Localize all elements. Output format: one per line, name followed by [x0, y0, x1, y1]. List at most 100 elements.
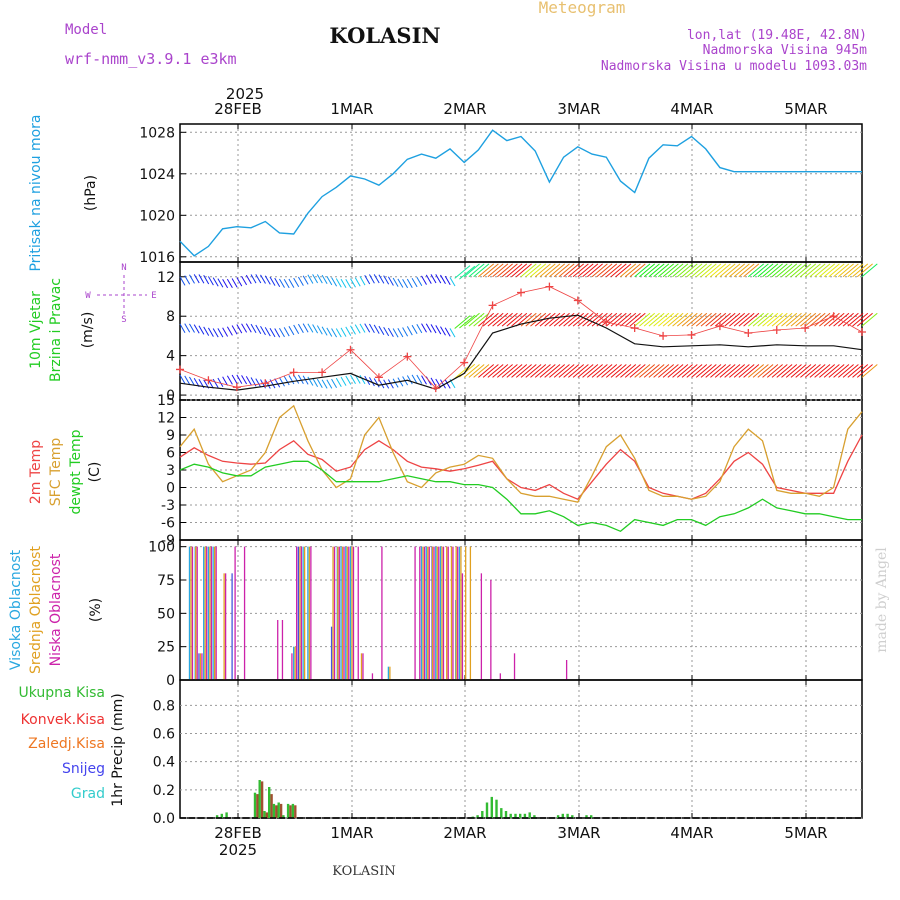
wind-barb [302, 275, 309, 285]
precip-total-bar [519, 813, 522, 818]
wind-barb [525, 263, 542, 278]
wind-barb [184, 375, 191, 385]
top-date-labels: 28FEB 1MAR 2MAR 3MAR 4MAR 5MAR [214, 100, 827, 118]
wind-barb [198, 325, 205, 335]
wind-barb [591, 263, 608, 278]
wind-barb [459, 314, 476, 329]
wind-barb [264, 275, 271, 285]
wind-barb [331, 378, 338, 389]
wind-barb [335, 328, 342, 338]
wind-barb [468, 263, 485, 278]
wind-barb [520, 263, 537, 278]
wind-barb [444, 275, 451, 286]
wind-barb [217, 377, 224, 387]
wind-barb [667, 312, 684, 327]
wind-barb [463, 263, 480, 278]
pressure-unit: (hPa) [83, 175, 99, 211]
wind-barb [714, 364, 731, 378]
wind-gust-markers [176, 282, 866, 393]
wind-barb [842, 312, 859, 327]
wind-barb [478, 312, 495, 327]
wind-barb [596, 263, 613, 278]
wind-barb [449, 328, 456, 338]
wind-barb [648, 312, 665, 327]
wind-barb [549, 263, 566, 278]
top-date-4MAR: 4MAR [670, 100, 713, 118]
wind-barb [710, 312, 727, 327]
wind-barb [279, 377, 285, 387]
wind-barb [833, 312, 850, 327]
wind-barb [833, 263, 850, 278]
watermark: made by Angel [874, 547, 890, 653]
wind-speed-line [179, 314, 863, 391]
wind-barb [748, 364, 765, 378]
wind-barb [724, 312, 741, 327]
cloud-ylabel-mid: Srednja Oblacnost [28, 546, 44, 674]
wind-barb [766, 263, 783, 278]
wind-barb [539, 263, 556, 278]
wind-barb [544, 364, 561, 378]
wind-barb [847, 312, 864, 327]
wind-barb [189, 274, 195, 284]
wind-barb [572, 263, 589, 278]
panels: 1016 1020 1024 1028 Pritisak na nivou mora (h… [8, 114, 878, 827]
wind-barb [733, 364, 750, 378]
wind-barb [307, 274, 314, 284]
precip-panel: 0.0 0.2 0.4 0.6 0.8 Ukupna Kisa Konvek.Kisa Zal… [18, 679, 863, 827]
wind-barb [226, 278, 233, 289]
wind-barb [790, 312, 807, 327]
wind-ytick-label: 12 [157, 270, 175, 286]
wind-barb [179, 276, 186, 286]
wind-barb [231, 325, 238, 335]
wind-barb [804, 263, 821, 278]
wind-barb [454, 365, 471, 379]
wind-barb [373, 324, 380, 334]
wind-barb [245, 376, 252, 386]
wind-barb [440, 379, 446, 389]
wind-barb [672, 312, 689, 327]
wind-barb [288, 278, 295, 288]
wind-barb [752, 312, 769, 327]
wind-barb [250, 274, 257, 284]
wind-barb [837, 312, 854, 327]
wind-barb [757, 364, 774, 378]
wind-barb [321, 274, 328, 285]
temp-unit: (C) [87, 462, 103, 483]
wind-barb [620, 312, 637, 327]
wind-barb [501, 364, 518, 378]
wind-barb [496, 263, 513, 278]
temperature-ytick-label: 0 [166, 481, 175, 497]
wind-barb [856, 263, 873, 278]
temperature-ytick-label: 12 [157, 411, 175, 427]
wind-barb [236, 324, 243, 334]
precip-total-bar [504, 811, 508, 818]
wind-barb [790, 263, 807, 278]
wind-barb [530, 312, 547, 327]
wind-barb [686, 263, 703, 278]
wind-barb [463, 312, 480, 327]
wind-barb [416, 374, 423, 384]
temperature-ytick-label: -9 [161, 533, 175, 549]
wind-barb [217, 278, 224, 288]
wind-barb [856, 364, 873, 378]
wind-barb [369, 274, 375, 284]
wind-barb [321, 326, 328, 336]
wind-barb [776, 312, 793, 327]
wind-barb [231, 278, 238, 288]
wind-barb [212, 378, 219, 388]
wind-barb [563, 263, 580, 278]
wind-barb [771, 364, 788, 378]
wind-barb [748, 263, 765, 278]
wind-barb [729, 364, 746, 378]
wind-barb [511, 312, 528, 327]
wind-compass: N S W E [85, 263, 156, 325]
wind-barb [241, 323, 248, 333]
wind-barbs [179, 263, 878, 389]
page-title: KOLASIN [329, 23, 440, 48]
wind-barb [553, 312, 570, 327]
wind-barb [705, 263, 722, 278]
wind-barb [819, 263, 836, 278]
wind-barb [714, 263, 731, 278]
wind-barb [615, 263, 632, 278]
